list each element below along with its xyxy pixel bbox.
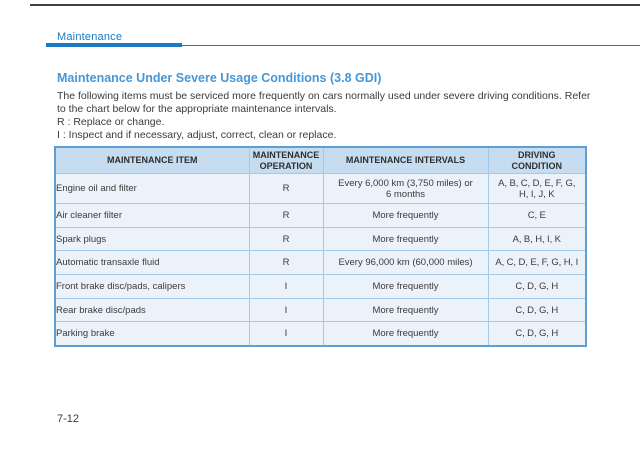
table-row: Front brake disc/pads, calipers I More fre… <box>54 274 587 299</box>
table-row: Spark plugs R More frequently A, B, H, I, K <box>54 226 587 252</box>
interval-cell: More frequently <box>322 226 489 252</box>
interval-cell: More frequently <box>322 321 489 347</box>
maintenance-item-cell: Spark plugs <box>54 226 250 252</box>
legend-replace: R : Replace or change. <box>57 116 165 128</box>
operation-cell: I <box>248 321 324 347</box>
operation-cell: R <box>248 226 324 252</box>
maintenance-item-cell: Rear brake disc/pads <box>54 297 250 323</box>
column-header-driving-condition: DRIVING CONDITION <box>487 146 587 174</box>
maintenance-item-cell: Air cleaner filter <box>54 203 250 228</box>
operation-cell: I <box>248 297 324 323</box>
condition-cell: C, E <box>487 203 587 228</box>
operation-cell: R <box>248 173 324 204</box>
page-number: 7-12 <box>57 413 80 425</box>
running-header-rule <box>182 45 640 46</box>
condition-cell: C, D, G, H <box>487 274 587 299</box>
page-content: Maintenance Under Severe Usage Condition… <box>57 71 617 142</box>
maintenance-item-cell: Automatic transaxle fluid <box>54 250 250 276</box>
column-header-maintenance-intervals: MAINTENANCE INTERVALS <box>322 146 489 174</box>
maintenance-item-cell: Engine oil and filter <box>54 173 250 204</box>
operation-cell: R <box>248 203 324 228</box>
operation-cell: I <box>248 274 324 299</box>
legend-inspect: I : Inspect and if necessary, adjust, co… <box>57 129 337 141</box>
operation-cell: R <box>248 250 324 276</box>
interval-cell: Every 96,000 km (60,000 miles) <box>322 250 489 276</box>
table-row: Air cleaner filter R More frequently C, E <box>54 203 587 228</box>
condition-cell: A, C, D, E, F, G, H, I <box>487 250 587 276</box>
condition-cell: C, D, G, H <box>487 321 587 347</box>
maintenance-item-cell: Front brake disc/pads, calipers <box>54 274 250 299</box>
interval-cell: Every 6,000 km (3,750 miles) or 6 months <box>322 173 489 204</box>
condition-cell: A, B, C, D, E, F, G, H, I, J, K <box>487 173 587 204</box>
interval-cell: More frequently <box>322 203 489 228</box>
column-header-maintenance-item: MAINTENANCE ITEM <box>54 146 250 174</box>
section-title: Maintenance Under Severe Usage Condition… <box>57 71 382 85</box>
condition-cell: C, D, G, H <box>487 297 587 323</box>
table-row: Engine oil and filter R Every 6,000 km (3,… <box>54 173 587 204</box>
table-header: MAINTENANCE ITEM MAINTENANCE OPERATION M… <box>54 146 587 174</box>
column-header-maintenance-operation: MAINTENANCE OPERATION <box>248 146 324 174</box>
interval-cell: More frequently <box>322 274 489 299</box>
table-row: Automatic transaxle fluid R Every 96,000 k… <box>54 250 587 276</box>
running-header: Maintenance <box>57 31 123 43</box>
table-row: Rear brake disc/pads I More frequently C, D… <box>54 297 587 323</box>
table-header-row: MAINTENANCE ITEM MAINTENANCE OPERATION M… <box>54 146 587 174</box>
condition-cell: A, B, H, I, K <box>487 226 587 252</box>
maintenance-table-body: Engine oil and filter R Every 6,000 km (3,… <box>54 173 587 347</box>
page-top-rule <box>30 4 640 6</box>
maintenance-schedule-table: MAINTENANCE ITEM MAINTENANCE OPERATION M… <box>54 146 587 347</box>
interval-cell: More frequently <box>322 297 489 323</box>
table-row: Parking brake I More frequently C, D, G, H <box>54 321 587 347</box>
intro-paragraph: The following items must be serviced mor… <box>57 90 591 115</box>
running-header-underline-bar <box>46 43 182 47</box>
maintenance-item-cell: Parking brake <box>54 321 250 347</box>
